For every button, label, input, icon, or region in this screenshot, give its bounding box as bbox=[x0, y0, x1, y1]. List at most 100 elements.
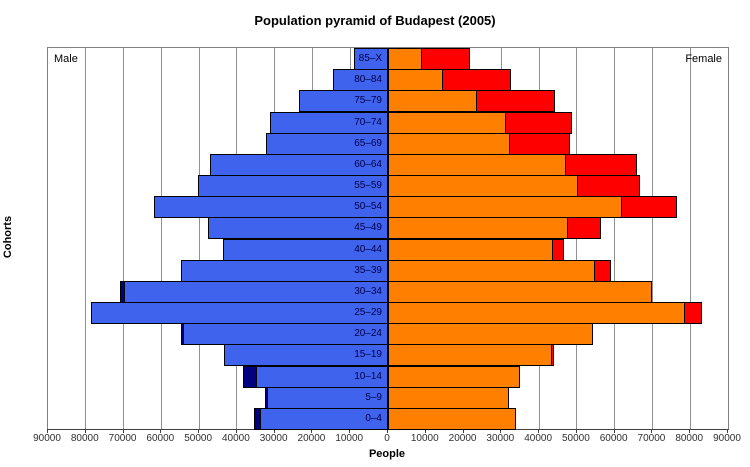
bar-female-80–84 bbox=[388, 69, 444, 92]
axis-tick bbox=[349, 429, 351, 433]
axis-tick bbox=[651, 429, 653, 433]
gridline bbox=[123, 48, 125, 429]
bar-male-surplus-30–34 bbox=[120, 280, 125, 303]
x-tick-label: 70000 bbox=[108, 433, 137, 444]
plot-area: Male Female 85–X 80–84 75–79 70–74 65–69 60–6… bbox=[47, 47, 729, 430]
axis-tick bbox=[689, 429, 691, 433]
cohort-label-15–19: 15–19 bbox=[354, 349, 382, 361]
axis-tick bbox=[122, 429, 124, 433]
bar-female-surplus-25–29 bbox=[684, 302, 702, 325]
cohort-label-5–9: 5–9 bbox=[365, 391, 382, 403]
bar-female-85–X bbox=[388, 48, 422, 71]
bar-female-surplus-50–54 bbox=[620, 196, 677, 219]
x-tick-label: 20000 bbox=[448, 433, 477, 444]
gridline bbox=[651, 48, 653, 429]
cohort-label-0–4: 0–4 bbox=[365, 412, 382, 424]
bar-female-surplus-60–64 bbox=[564, 153, 638, 176]
female-side-label: Female bbox=[685, 53, 722, 65]
x-tick-label: 90000 bbox=[33, 433, 61, 444]
cohort-label-45–49: 45–49 bbox=[354, 222, 382, 234]
bar-male-50–54 bbox=[154, 196, 388, 219]
x-tick-label: 0 bbox=[384, 433, 390, 444]
bar-female-surplus-40–44 bbox=[552, 238, 564, 261]
x-tick-label: 50000 bbox=[184, 433, 213, 444]
axis-tick bbox=[727, 429, 728, 433]
cohort-label-20–24: 20–24 bbox=[354, 328, 382, 340]
bar-female-55–59 bbox=[388, 175, 579, 198]
bar-female-surplus-15–19 bbox=[550, 344, 555, 367]
axis-tick bbox=[575, 429, 577, 433]
bar-female-50–54 bbox=[388, 196, 622, 219]
y-axis-label: Cohorts bbox=[2, 215, 14, 259]
cohort-label-70–74: 70–74 bbox=[354, 116, 382, 128]
gridline bbox=[198, 48, 200, 429]
x-tick-label: 70000 bbox=[637, 433, 666, 444]
bar-male-25–29 bbox=[90, 302, 388, 325]
x-tick-label: 40000 bbox=[221, 433, 250, 444]
cohort-label-40–44: 40–44 bbox=[354, 243, 382, 255]
cohort-label-30–34: 30–34 bbox=[354, 285, 382, 297]
axis-tick bbox=[47, 429, 48, 433]
x-tick-label: 30000 bbox=[486, 433, 515, 444]
cohort-label-25–29: 25–29 bbox=[354, 307, 382, 318]
bar-male-surplus-10–14 bbox=[242, 365, 257, 388]
bar-female-surplus-85–X bbox=[421, 48, 470, 71]
x-tick-label: 20000 bbox=[297, 433, 326, 444]
cohort-label-80–84: 80–84 bbox=[354, 74, 382, 86]
bar-female-surplus-70–74 bbox=[504, 111, 572, 134]
x-tick-label: 30000 bbox=[259, 433, 288, 444]
cohort-label-10–14: 10–14 bbox=[354, 370, 382, 382]
axis-tick bbox=[84, 429, 86, 433]
bar-female-30–34 bbox=[388, 280, 653, 303]
axis-tick bbox=[160, 429, 162, 433]
axis-tick bbox=[424, 429, 426, 433]
cohort-label-35–39: 35–39 bbox=[354, 264, 382, 276]
bar-female-surplus-80–84 bbox=[442, 69, 511, 92]
gridline bbox=[614, 48, 616, 429]
bar-female-35–39 bbox=[388, 259, 595, 282]
bar-female-surplus-55–59 bbox=[577, 175, 641, 198]
bar-female-surplus-35–39 bbox=[593, 259, 611, 282]
x-tick-label: 90000 bbox=[713, 433, 741, 444]
cohort-label-55–59: 55–59 bbox=[354, 180, 382, 191]
bar-female-surplus-75–79 bbox=[476, 90, 555, 113]
x-tick-label: 40000 bbox=[524, 433, 553, 444]
axis-tick bbox=[273, 429, 275, 433]
x-tick-label: 50000 bbox=[561, 433, 590, 444]
gridline bbox=[160, 48, 162, 429]
bar-female-60–64 bbox=[388, 153, 566, 176]
chart-title: Population pyramid of Budapest (2005) bbox=[254, 13, 496, 28]
cohort-label-60–64: 60–64 bbox=[354, 158, 382, 170]
cohort-label-65–69: 65–69 bbox=[354, 137, 382, 149]
cohort-label-50–54: 50–54 bbox=[354, 201, 382, 213]
x-tick-label: 60000 bbox=[599, 433, 628, 444]
x-tick-label: 80000 bbox=[675, 433, 704, 444]
bar-female-40–44 bbox=[388, 238, 554, 261]
bar-male-surplus-20–24 bbox=[181, 323, 185, 346]
axis-tick bbox=[500, 429, 502, 433]
x-axis-label: People bbox=[368, 448, 406, 460]
bar-female-15–19 bbox=[388, 344, 552, 367]
bar-female-65–69 bbox=[388, 132, 510, 155]
bar-female-70–74 bbox=[388, 111, 506, 134]
bar-female-10–14 bbox=[388, 365, 521, 388]
x-tick-label: 10000 bbox=[335, 433, 364, 444]
x-tick-label: 80000 bbox=[70, 433, 99, 444]
gridline bbox=[689, 48, 691, 429]
male-side-label: Male bbox=[54, 53, 78, 65]
axis-tick bbox=[311, 429, 313, 433]
bar-female-surplus-65–69 bbox=[508, 132, 571, 155]
bar-female-25–29 bbox=[388, 302, 686, 325]
axis-tick bbox=[538, 429, 540, 433]
bar-female-surplus-45–49 bbox=[567, 217, 602, 240]
bar-female-45–49 bbox=[388, 217, 569, 240]
x-tick-label: 10000 bbox=[410, 433, 439, 444]
gridline bbox=[85, 48, 87, 429]
cohort-label-85–X: 85–X bbox=[358, 53, 382, 64]
axis-tick bbox=[198, 429, 200, 433]
axis-tick bbox=[462, 429, 464, 433]
bar-male-surplus-0–4 bbox=[254, 407, 261, 430]
cohort-label-75–79: 75–79 bbox=[354, 95, 382, 107]
bar-male-30–34 bbox=[123, 280, 388, 303]
